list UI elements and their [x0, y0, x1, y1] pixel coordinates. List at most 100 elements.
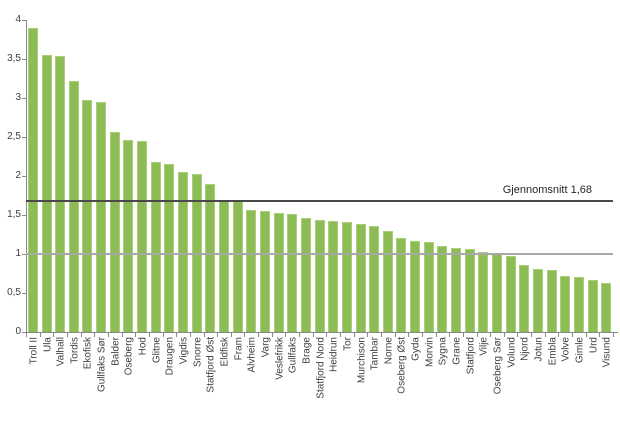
x-axis-label: Balder [110, 337, 122, 366]
bar [27, 27, 38, 332]
x-axis-tick [544, 333, 546, 337]
bar [451, 247, 461, 332]
x-axis-label: Gullfaks [287, 337, 299, 374]
x-axis-tick [162, 333, 164, 337]
y-axis-tick-label: 1,5 [7, 209, 21, 220]
bar [423, 241, 434, 332]
reference-line [26, 253, 613, 255]
x-axis-label: Valhall [55, 337, 67, 367]
bar [178, 172, 188, 332]
x-axis-tick [572, 333, 573, 337]
x-axis-label: Statfjord [465, 337, 477, 375]
x-axis-label: Grane [451, 337, 463, 365]
bar [232, 201, 243, 332]
x-axis-label: Visund [601, 337, 613, 368]
x-axis-tick [53, 333, 55, 337]
y-axis-tick [22, 293, 27, 294]
bar [41, 55, 52, 332]
x-axis-label: Brage [301, 337, 313, 364]
x-axis-tick [299, 333, 300, 337]
x-axis-tick [148, 333, 150, 337]
x-axis-tick [39, 333, 41, 337]
y-axis-tick-label: 0 [15, 326, 21, 337]
y-axis-tick [22, 137, 27, 138]
bar [601, 282, 612, 332]
x-axis-label: Glitne [151, 337, 163, 364]
y-axis-tick [22, 176, 27, 177]
x-axis-label: Varg [260, 337, 272, 358]
bar [82, 100, 93, 332]
y-axis-tick [22, 59, 27, 60]
x-axis-label: Draugen [164, 337, 176, 376]
x-axis-label: Snorre [192, 337, 204, 368]
y-axis-tick [22, 98, 27, 99]
bar [123, 140, 134, 332]
x-axis-label: Tor [342, 337, 354, 351]
x-axis-tick [326, 333, 328, 337]
x-axis-tick [353, 333, 355, 337]
y-axis-tick-label: 1 [15, 248, 21, 259]
y-axis-tick-label: 3,5 [7, 53, 21, 64]
x-axis-label: Alvheim [246, 337, 258, 373]
x-axis-label: Ekofisk [82, 337, 94, 370]
x-axis-tick [312, 333, 314, 337]
bar [505, 256, 516, 332]
x-axis-tick [421, 333, 423, 337]
x-axis-label: Vilje [478, 337, 490, 356]
bar [273, 213, 284, 332]
x-axis-tick [449, 333, 451, 337]
average-line [26, 200, 613, 202]
bar [205, 183, 216, 332]
x-axis-label: Njord [519, 337, 531, 361]
x-axis-label: Heidrun [328, 337, 340, 373]
x-axis-label: Eldfisk [219, 337, 231, 367]
x-axis-label: Ula [42, 337, 53, 353]
bar [546, 269, 557, 332]
x-axis-label: Volund [506, 337, 518, 368]
x-axis-label: Tordis [69, 337, 81, 364]
x-axis-tick [217, 333, 219, 337]
x-axis-tick [26, 333, 27, 337]
x-axis-label: Embla [547, 337, 559, 366]
x-axis-label: Oseberg Sør [492, 337, 504, 395]
y-axis-tick [22, 20, 27, 21]
bar [410, 240, 421, 332]
bar [532, 268, 543, 332]
x-axis-label: Veslefrikk [274, 337, 285, 380]
x-axis-tick [531, 333, 533, 337]
x-axis-tick [490, 333, 492, 337]
bar [478, 252, 489, 332]
x-axis-label: Jotun [533, 337, 545, 362]
bar [519, 264, 530, 332]
bar [437, 246, 448, 332]
bar [560, 275, 571, 332]
bar [109, 132, 120, 332]
bar [369, 225, 380, 332]
x-axis-label: Volve [560, 337, 572, 362]
y-axis-tick-label: 3 [15, 92, 21, 103]
x-axis-tick [189, 333, 191, 337]
y-axis-tick [22, 215, 27, 216]
bar [150, 162, 161, 332]
x-axis-tick [613, 333, 614, 337]
x-axis-tick [503, 333, 505, 337]
bar [191, 173, 202, 332]
bar [587, 279, 598, 332]
bar [164, 163, 175, 332]
bar [573, 277, 584, 332]
bar [382, 230, 393, 332]
bar [259, 211, 270, 332]
x-axis-tick [367, 333, 369, 337]
x-axis-label: Vigdis [178, 337, 190, 365]
x-axis-tick [135, 333, 137, 337]
x-axis-label: Statfjord Nord [315, 337, 326, 399]
x-axis-label: Fram [233, 337, 245, 361]
average-line-label: Gjennomsnitt 1,68 [502, 184, 592, 196]
x-axis-label: Urd [588, 337, 599, 354]
bar [96, 101, 107, 332]
x-axis-tick [67, 333, 68, 337]
x-axis-tick [203, 333, 205, 337]
bar [328, 221, 339, 332]
bar [355, 224, 366, 332]
